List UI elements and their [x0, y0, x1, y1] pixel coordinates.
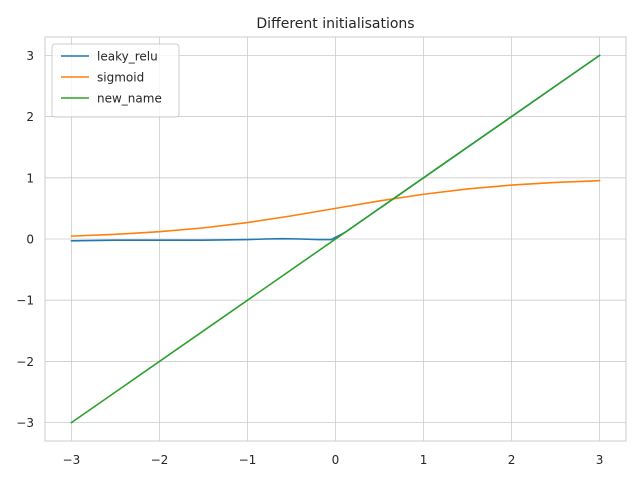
y-tick-label: 1: [26, 171, 34, 185]
x-tick-label: 0: [332, 453, 340, 467]
x-axis-ticks: −3 −2 −1 0 1 2 3: [63, 453, 604, 467]
x-tick-label: −1: [239, 453, 257, 467]
legend-label: leaky_relu: [97, 50, 158, 64]
y-tick-label: 2: [26, 110, 34, 124]
grid: [45, 37, 626, 441]
legend-label: new_name: [97, 92, 162, 106]
legend-label: sigmoid: [97, 71, 144, 85]
x-tick-label: −3: [63, 453, 81, 467]
series-layer: [70, 54, 601, 424]
plot-frame: [44, 36, 627, 442]
y-tick-label: 0: [26, 233, 34, 247]
y-tick-label: 3: [26, 49, 34, 63]
series-line-new-name: [70, 54, 601, 424]
series-line-sigmoid: [70, 179, 601, 237]
x-tick-label: 3: [596, 453, 604, 467]
x-tick-label: −2: [151, 453, 169, 467]
y-tick-label: −1: [16, 294, 34, 308]
x-tick-label: 2: [508, 453, 516, 467]
x-tick-label: 1: [420, 453, 428, 467]
y-tick-label: −3: [16, 416, 34, 430]
y-tick-label: −2: [16, 355, 34, 369]
y-axis-ticks: −3 −2 −1 0 1 2 3: [16, 49, 34, 430]
chart-title: Different initialisations: [256, 16, 414, 32]
